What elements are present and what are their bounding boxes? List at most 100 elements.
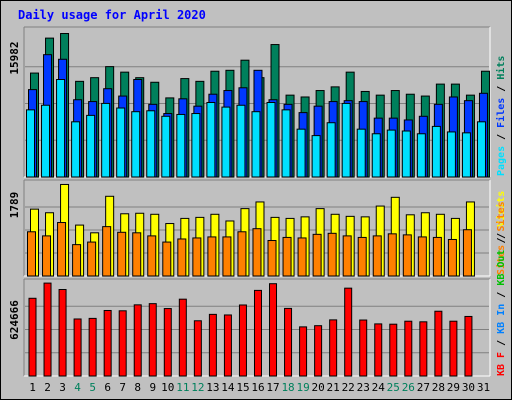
bar-sites-day-1	[27, 231, 36, 277]
y-tick-label-panel-1: 15982	[8, 41, 21, 74]
legend-entry: KB Out	[496, 250, 507, 292]
legend-entry: /	[496, 233, 507, 245]
x-tick-label-day-1: 1	[29, 381, 36, 394]
bar-kbf-day-19	[299, 326, 308, 377]
x-tick-label-day-16: 16	[251, 381, 264, 394]
x-tick-label-day-11: 11	[176, 381, 189, 394]
bar-sites-day-17	[267, 240, 277, 277]
legend-entry: Hits	[495, 56, 507, 86]
bar-pages-day-9	[146, 110, 156, 178]
legend-entry: /	[496, 86, 507, 98]
bar-kbf-day-17	[269, 283, 278, 377]
bar-kbf-day-30	[464, 315, 473, 377]
bar-pages-day-27	[416, 133, 426, 178]
bar-sites-day-29	[447, 238, 457, 277]
bar-sites-day-21	[327, 232, 337, 277]
bar-pages-day-22	[341, 102, 351, 178]
x-tick-label-day-26: 26	[402, 381, 415, 394]
y-tick-label-panel-3: 624666	[8, 300, 21, 340]
bar-pages-day-19	[296, 128, 306, 178]
bar-kbf-day-12	[193, 320, 202, 377]
x-tick-label-day-17: 17	[266, 381, 279, 394]
bar-kbf-day-13	[208, 313, 217, 377]
bar-pages-day-26	[401, 130, 411, 178]
bar-pages-day-4	[71, 121, 81, 178]
bar-pages-day-3	[56, 79, 66, 178]
bar-pages-day-30	[461, 132, 471, 178]
x-tick-label-day-31: 31	[477, 381, 490, 394]
bar-sites-day-20	[312, 233, 322, 277]
bar-pages-day-1	[26, 109, 35, 178]
legend-entry: KB F	[496, 352, 507, 376]
bar-sites-day-7	[117, 231, 127, 277]
bar-pages-day-11	[176, 113, 186, 178]
bar-sites-day-19	[297, 237, 307, 277]
bar-sites-day-4	[72, 244, 82, 277]
bar-sites-day-6	[102, 226, 112, 277]
bar-pages-day-13	[206, 101, 216, 178]
bar-sites-day-27	[417, 236, 427, 277]
x-tick-label-day-12: 12	[191, 381, 204, 394]
bar-kbf-day-2	[43, 282, 52, 377]
x-tick-label-day-23: 23	[357, 381, 370, 394]
bar-kbf-day-14	[223, 314, 232, 377]
bar-pages-day-7	[116, 107, 126, 178]
bar-pages-day-25	[386, 129, 396, 178]
bar-sites-day-11	[177, 238, 187, 277]
legend-panel-2: Sites / Visits	[495, 191, 507, 275]
bar-pages-day-8	[131, 111, 141, 178]
x-tick-label-day-21: 21	[327, 381, 340, 394]
x-tick-label-day-30: 30	[462, 381, 475, 394]
legend-panel-1: Pages / Files / Hits	[495, 56, 507, 176]
x-tick-label-day-18: 18	[281, 381, 294, 394]
x-tick-label-day-29: 29	[447, 381, 460, 394]
bar-kbf-day-28	[434, 310, 443, 377]
x-tick-label-day-19: 19	[296, 381, 309, 394]
bar-pages-day-31	[476, 121, 486, 178]
x-tick-label-day-14: 14	[221, 381, 235, 394]
legend-entry: /	[496, 340, 507, 352]
x-tick-label-day-2: 2	[44, 381, 51, 394]
bar-kbf-day-5	[88, 317, 97, 377]
bar-pages-day-15	[236, 104, 246, 178]
bar-kbf-day-22	[344, 287, 353, 377]
bar-sites-day-16	[252, 228, 262, 277]
bar-sites-day-24	[372, 235, 382, 277]
bar-sites-day-2	[42, 235, 52, 277]
x-tick-label-day-7: 7	[119, 381, 126, 394]
bar-sites-day-8	[132, 232, 142, 277]
bar-pages-day-14	[221, 106, 231, 178]
bar-pages-day-28	[431, 125, 441, 178]
bar-pages-day-24	[371, 133, 381, 178]
bar-sites-day-3	[57, 222, 67, 277]
bar-sites-day-18	[282, 236, 292, 277]
bar-sites-day-28	[432, 236, 442, 277]
bar-sites-day-5	[87, 241, 97, 277]
bar-pages-day-12	[191, 113, 201, 178]
bar-kbf-day-4	[73, 318, 82, 377]
bar-kbf-day-24	[374, 323, 383, 377]
bar-kbf-day-8	[133, 304, 142, 377]
bar-pages-day-21	[326, 122, 336, 178]
x-tick-label-day-13: 13	[206, 381, 219, 394]
bar-kbf-day-11	[178, 298, 187, 377]
bar-sites-day-25	[387, 233, 397, 277]
bar-kbf-day-21	[329, 319, 338, 377]
bar-kbf-day-25	[389, 323, 398, 377]
legend-panel-3: KB F / KB In / KB Out / Sites	[495, 201, 507, 376]
bar-kbf-day-3	[58, 289, 67, 377]
x-tick-label-day-20: 20	[312, 381, 325, 394]
bar-kbf-day-6	[103, 309, 112, 377]
bar-kbf-day-27	[419, 321, 428, 377]
bar-kbf-day-10	[163, 308, 172, 377]
bar-sites-day-30	[462, 229, 472, 277]
chart-title: Daily usage for April 2020	[18, 8, 206, 22]
bar-sites-day-12	[192, 237, 202, 277]
bar-kbf-day-18	[284, 307, 293, 377]
bar-kbf-day-16	[253, 289, 262, 377]
y-tick-label-panel-2: 1789	[8, 192, 21, 219]
x-tick-label-day-9: 9	[149, 381, 156, 394]
bar-pages-day-5	[86, 114, 96, 178]
bar-kbf-day-15	[238, 304, 247, 377]
